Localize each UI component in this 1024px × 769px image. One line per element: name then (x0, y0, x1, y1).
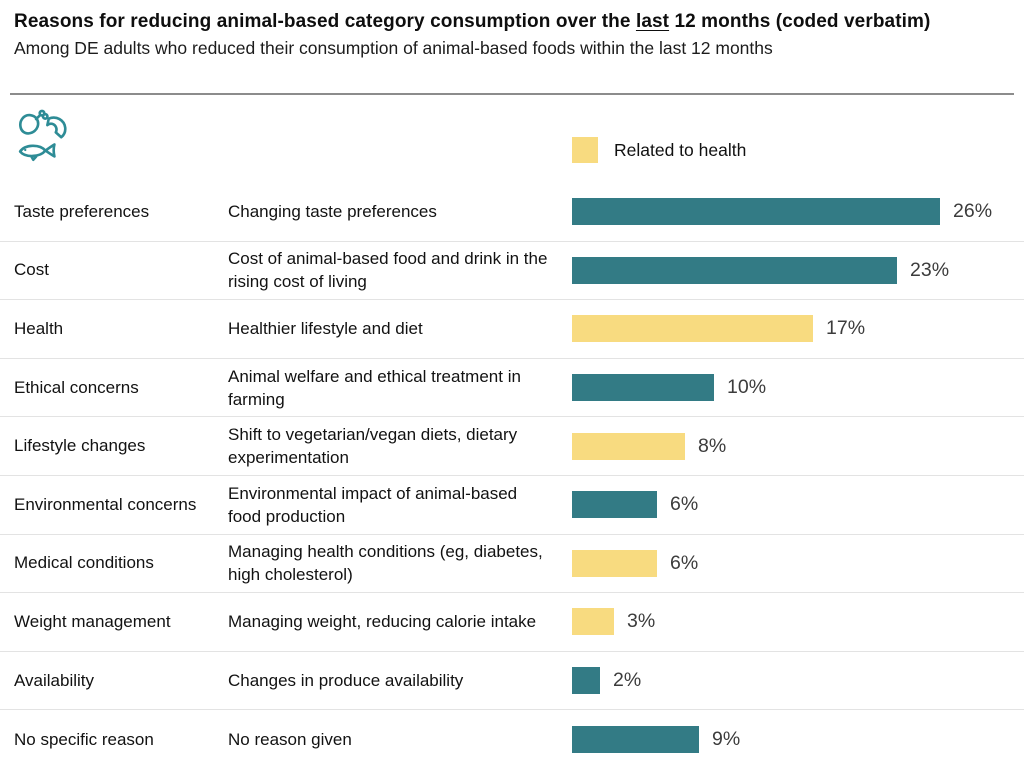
category-description: Changes in produce availability (228, 671, 464, 691)
chart-header: Reasons for reducing animal-based catego… (0, 0, 1024, 62)
category-label: Health (14, 318, 64, 338)
category-description: Shift to vegetarian/vegan diets, dietary… (228, 425, 518, 468)
legend-swatch-related-to-health (572, 137, 598, 163)
category-label: Taste preferences (14, 201, 150, 221)
bar (572, 491, 657, 519)
bar-value-label: 26% (953, 200, 993, 223)
bar (572, 256, 897, 284)
category-description: Managing health conditions (eg, diabetes… (228, 542, 543, 585)
legend-label: Related to health (614, 139, 747, 160)
bar-value-label: 6% (670, 551, 699, 574)
legend: Related to health (572, 137, 1010, 163)
bar (572, 374, 714, 402)
page-title: Reasons for reducing animal-based catego… (14, 9, 1010, 35)
table-row: Medical conditions Managing health condi… (0, 535, 1024, 594)
category-label: Cost (14, 260, 49, 280)
bar-chart-rows: Taste preferences Changing taste prefere… (0, 183, 1024, 769)
bar (572, 549, 657, 577)
category-description: Animal welfare and ethical treatment in … (228, 366, 521, 409)
category-label: Environmental concerns (14, 494, 197, 514)
table-row: Availability Changes in produce availabi… (0, 652, 1024, 711)
bar (572, 726, 699, 754)
category-label: Weight management (14, 611, 171, 631)
table-row: Ethical concerns Animal welfare and ethi… (0, 359, 1024, 418)
table-row: Lifestyle changes Shift to vegetarian/ve… (0, 417, 1024, 476)
table-row: Weight management Managing weight, reduc… (0, 593, 1024, 652)
category-label: Medical conditions (14, 553, 154, 573)
category-description: Changing taste preferences (228, 202, 437, 222)
bar-value-label: 10% (727, 376, 767, 399)
title-underlined-word: last (635, 11, 670, 32)
category-description: Healthier lifestyle and diet (228, 319, 423, 339)
table-row: Health Healthier lifestyle and diet 17% (0, 300, 1024, 359)
title-text-suffix: 12 months (coded verbatim) (669, 11, 931, 32)
category-label: Ethical concerns (14, 377, 139, 397)
category-description: Environmental impact of animal-based foo… (228, 483, 518, 526)
header-divider (10, 93, 1014, 95)
table-row: Environmental concerns Environmental imp… (0, 476, 1024, 535)
table-row: Cost Cost of animal-based food and drink… (0, 242, 1024, 301)
bar (572, 198, 940, 226)
bar-value-label: 23% (910, 258, 950, 281)
legend-and-icon-row: Related to health (0, 95, 1024, 183)
bar-value-label: 6% (670, 493, 699, 516)
bar-value-label: 2% (613, 669, 642, 692)
bar-value-label: 9% (712, 728, 741, 751)
category-description: Cost of animal-based food and drink in t… (228, 249, 548, 292)
chart-subtitle: Among DE adults who reduced their consum… (14, 38, 773, 58)
bar (572, 608, 614, 636)
bar (572, 315, 813, 343)
bar-value-label: 3% (627, 610, 656, 633)
category-label: Availability (14, 670, 95, 690)
category-description: Managing weight, reducing calorie intake (228, 612, 537, 632)
bar-value-label: 8% (698, 434, 727, 457)
category-description: No reason given (228, 730, 352, 750)
bar (572, 667, 600, 695)
category-label: No specific reason (14, 729, 154, 749)
category-label: Lifestyle changes (14, 436, 146, 456)
table-row: No specific reason No reason given 9% (0, 710, 1024, 769)
table-row: Taste preferences Changing taste prefere… (0, 183, 1024, 242)
bar-value-label: 17% (826, 317, 866, 340)
title-text-prefix: Reasons for reducing animal-based catego… (14, 11, 636, 32)
meat-and-fish-icon (14, 109, 228, 169)
bar (572, 432, 685, 460)
